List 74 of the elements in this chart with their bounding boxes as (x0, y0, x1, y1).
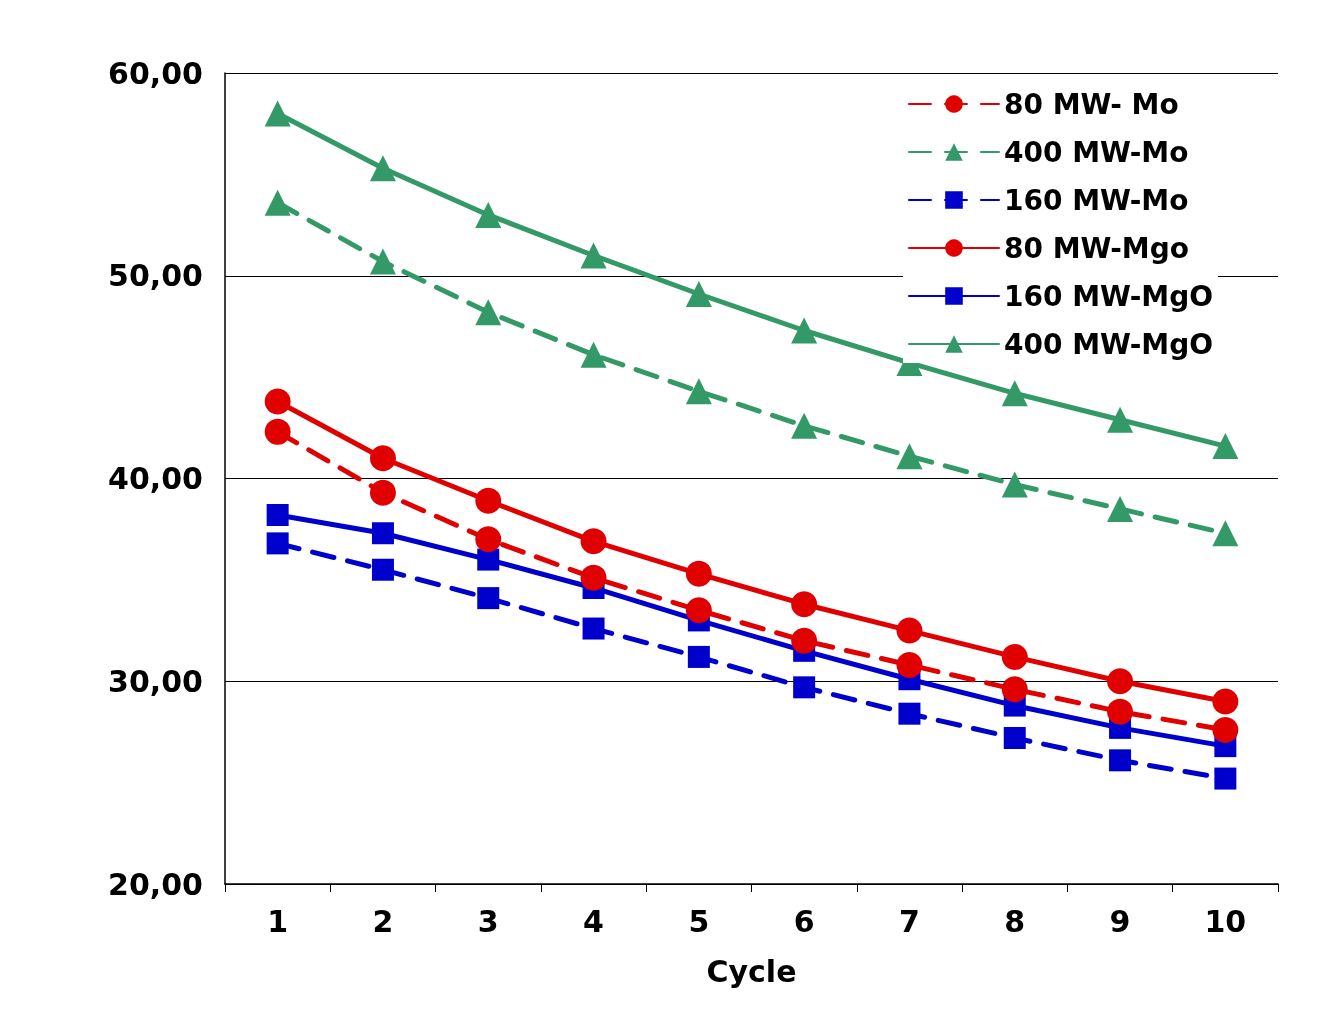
point (685, 378, 712, 405)
point (896, 443, 923, 470)
x-axis-title: Cycle (706, 953, 797, 989)
point (896, 652, 923, 679)
legend-label: 80 MW- Mo (1003, 87, 1179, 121)
point (266, 532, 289, 555)
point (1001, 643, 1028, 670)
point (1212, 716, 1239, 743)
point (1001, 471, 1028, 498)
point (791, 317, 818, 344)
point (1001, 380, 1028, 407)
point (1212, 688, 1239, 715)
point (791, 412, 818, 439)
point (477, 587, 500, 610)
point (898, 702, 921, 725)
legend-label: 400 MW-MgO (1003, 327, 1213, 361)
y-tick-label: 40,00 (108, 461, 203, 496)
point (580, 528, 607, 555)
point (791, 627, 818, 654)
point (582, 617, 605, 640)
point (793, 676, 816, 699)
point (369, 155, 396, 182)
point (1107, 495, 1134, 522)
point (264, 100, 291, 127)
point (264, 189, 291, 216)
point (1107, 406, 1134, 433)
y-tick-label: 60,00 (108, 55, 203, 91)
point (264, 418, 291, 445)
point (1107, 668, 1134, 695)
x-tick-label: 4 (583, 903, 604, 939)
legend-label: 400 MW-Mo (1003, 135, 1189, 169)
point (266, 503, 289, 526)
y-tick-label: 30,00 (108, 663, 203, 699)
point (475, 201, 502, 228)
point (580, 564, 607, 591)
point (1212, 520, 1239, 547)
point (371, 558, 394, 581)
point (1214, 767, 1237, 790)
point (687, 645, 710, 668)
legend-label: 80 MW-Mgo (1003, 231, 1189, 265)
x-tick-label: 10 (1204, 903, 1247, 939)
point (580, 341, 607, 368)
point (475, 526, 502, 553)
point (896, 617, 923, 644)
x-tick-label: 6 (793, 903, 815, 939)
x-tick-label: 3 (477, 903, 499, 939)
point (475, 487, 502, 514)
point (369, 248, 396, 275)
point (580, 242, 607, 269)
x-tick-label: 5 (688, 903, 710, 939)
x-tick-label: 9 (1109, 903, 1131, 939)
point (1001, 676, 1028, 703)
point (477, 548, 500, 571)
x-tick-label: 7 (899, 903, 920, 939)
point (264, 388, 291, 415)
y-tick-label: 20,00 (108, 866, 203, 902)
point (371, 522, 394, 545)
point (1212, 433, 1239, 460)
legend-label: 160 MW-Mo (1003, 183, 1189, 217)
point (791, 591, 818, 618)
point (369, 479, 396, 506)
point (685, 560, 712, 587)
point (1107, 698, 1134, 725)
point (369, 445, 396, 472)
x-tick-label: 1 (267, 903, 289, 939)
x-tick-label: 8 (1004, 903, 1026, 939)
x-tick-label: 2 (372, 903, 394, 939)
point (1109, 749, 1132, 772)
point (1003, 727, 1026, 750)
point (475, 299, 502, 326)
point (685, 597, 712, 624)
y-tick-label: 50,00 (108, 258, 203, 294)
point (685, 281, 712, 307)
legend-label: 160 MW-MgO (1003, 279, 1213, 313)
